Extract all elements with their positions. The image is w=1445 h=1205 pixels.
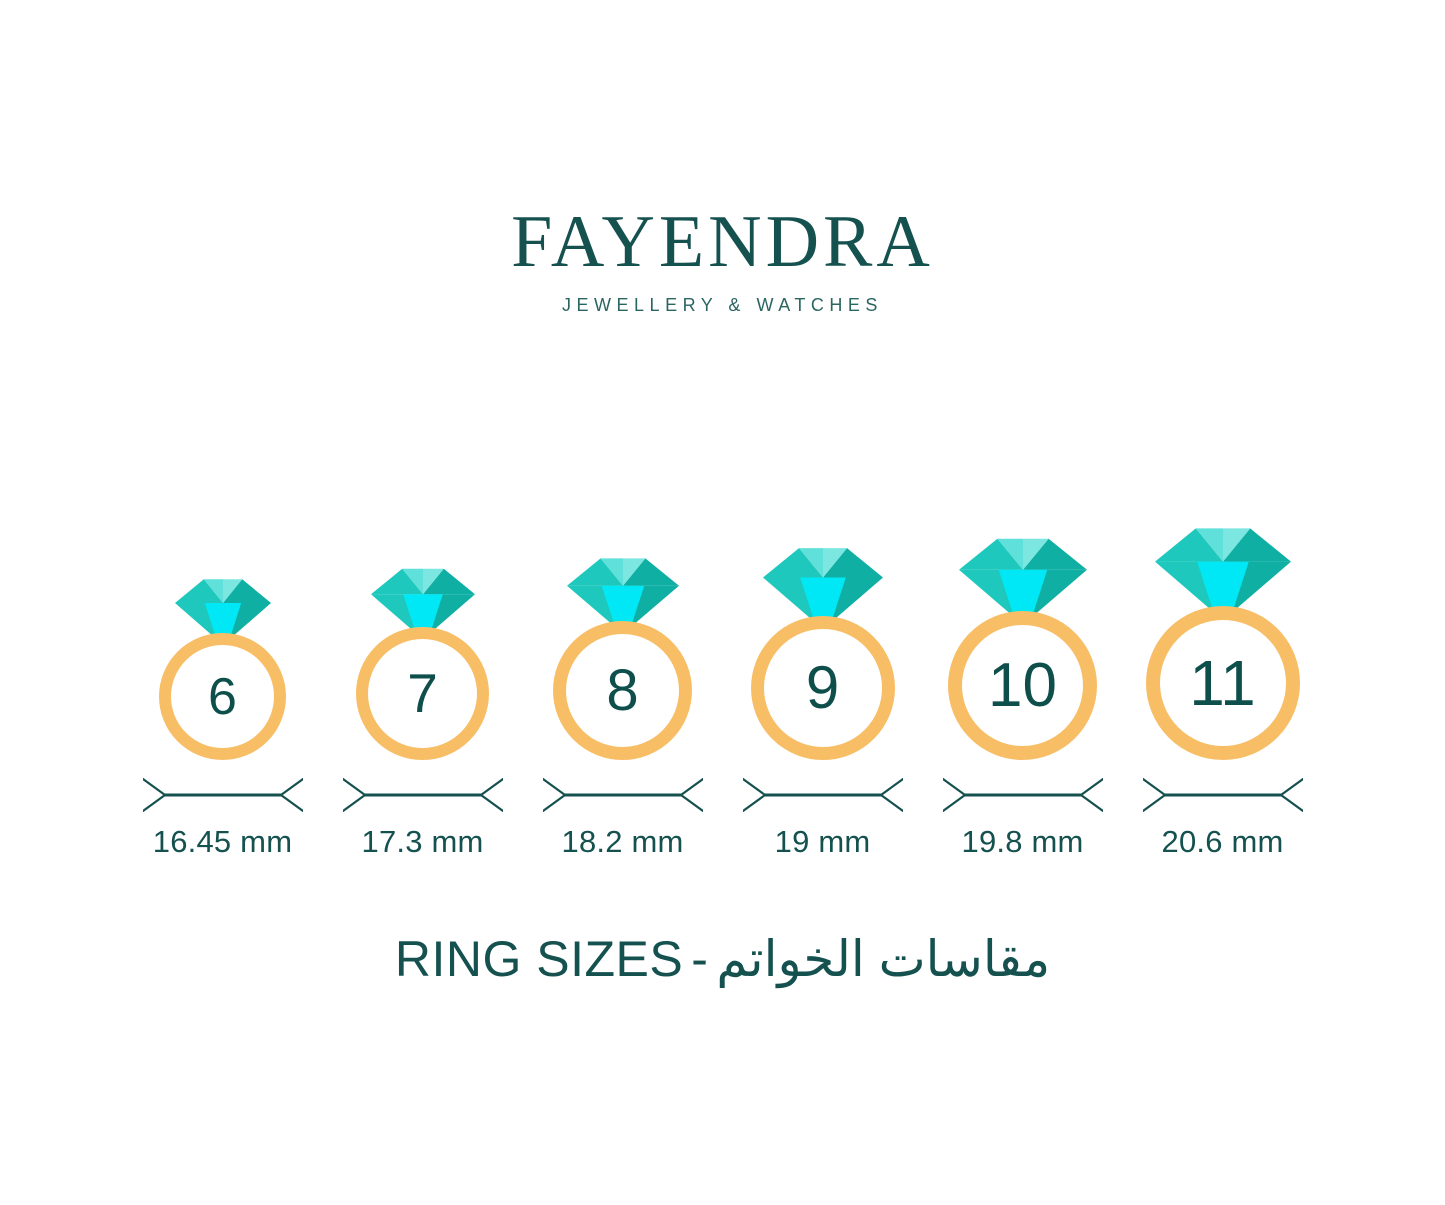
caption-separator: - xyxy=(691,931,709,987)
ring-illustration: 10 xyxy=(948,490,1097,760)
ring-size-cell[interactable]: 9 19 mm xyxy=(723,440,923,860)
brand-name: FAYENDRA xyxy=(511,201,934,283)
ring-size-cell[interactable]: 8 18.2 mm xyxy=(523,440,723,860)
diamond-gem-icon xyxy=(1154,528,1291,612)
ring-measurement-label: 19.8 mm xyxy=(961,824,1084,859)
ring-measurement-label: 20.6 mm xyxy=(1161,824,1284,859)
caption-arabic: مقاسات الخواتم xyxy=(716,931,1051,987)
ring-illustration: 9 xyxy=(750,490,895,760)
brand-tagline: JEWELLERY & WATCHES xyxy=(562,295,883,315)
ring-band: 6 xyxy=(159,633,286,760)
dimension-arrow-icon xyxy=(742,778,903,812)
ring-size-number: 8 xyxy=(606,657,639,723)
diamond-gem-icon xyxy=(566,558,679,627)
ring-illustration: 8 xyxy=(553,490,692,760)
dimension-arrow-icon xyxy=(1142,778,1303,812)
dimension-arrow-icon xyxy=(542,778,703,812)
ring-size-cell[interactable]: 7 17.3 mm xyxy=(323,440,523,860)
dimension-arrow-icon xyxy=(142,778,303,812)
ring-size-row: 6 16.45 mm 7 xyxy=(0,440,1445,860)
ring-measurement-label: 19 mm xyxy=(774,824,871,859)
ring-size-cell[interactable]: 10 19.8 mm xyxy=(923,440,1123,860)
caption-english: RING SIZES xyxy=(394,931,684,987)
ring-illustration: 7 xyxy=(356,490,489,760)
diamond-gem-icon xyxy=(174,579,271,639)
ring-size-cell[interactable]: 11 20.6 mm xyxy=(1123,440,1323,860)
ring-size-number: 7 xyxy=(407,662,438,724)
diamond-gem-icon xyxy=(762,548,883,622)
ring-size-number: 11 xyxy=(1189,647,1256,719)
ring-size-cell[interactable]: 6 16.45 mm xyxy=(123,440,323,860)
ring-band: 9 xyxy=(750,616,895,760)
diamond-gem-icon xyxy=(370,568,475,633)
dimension-arrow-icon xyxy=(942,778,1103,812)
ring-size-number: 9 xyxy=(805,654,840,721)
diamond-gem-icon xyxy=(958,538,1087,617)
ring-illustration: 6 xyxy=(159,490,286,760)
ring-band: 7 xyxy=(356,627,489,760)
ring-illustration: 11 xyxy=(1145,490,1300,760)
chart-caption: RING SIZES - مقاسات الخواتم xyxy=(0,930,1445,988)
ring-measurement-label: 18.2 mm xyxy=(561,824,684,859)
ring-band: 10 xyxy=(948,611,1097,760)
ring-size-number: 10 xyxy=(988,650,1057,720)
ring-size-number: 6 xyxy=(208,667,237,726)
ring-measurement-label: 16.45 mm xyxy=(152,824,293,859)
brand-logo: FAYENDRA JEWELLERY & WATCHES xyxy=(0,205,1445,316)
dimension-arrow-icon xyxy=(342,778,503,812)
ring-band: 11 xyxy=(1145,606,1300,760)
ring-measurement-label: 17.3 mm xyxy=(361,824,484,859)
ring-band: 8 xyxy=(553,621,692,760)
